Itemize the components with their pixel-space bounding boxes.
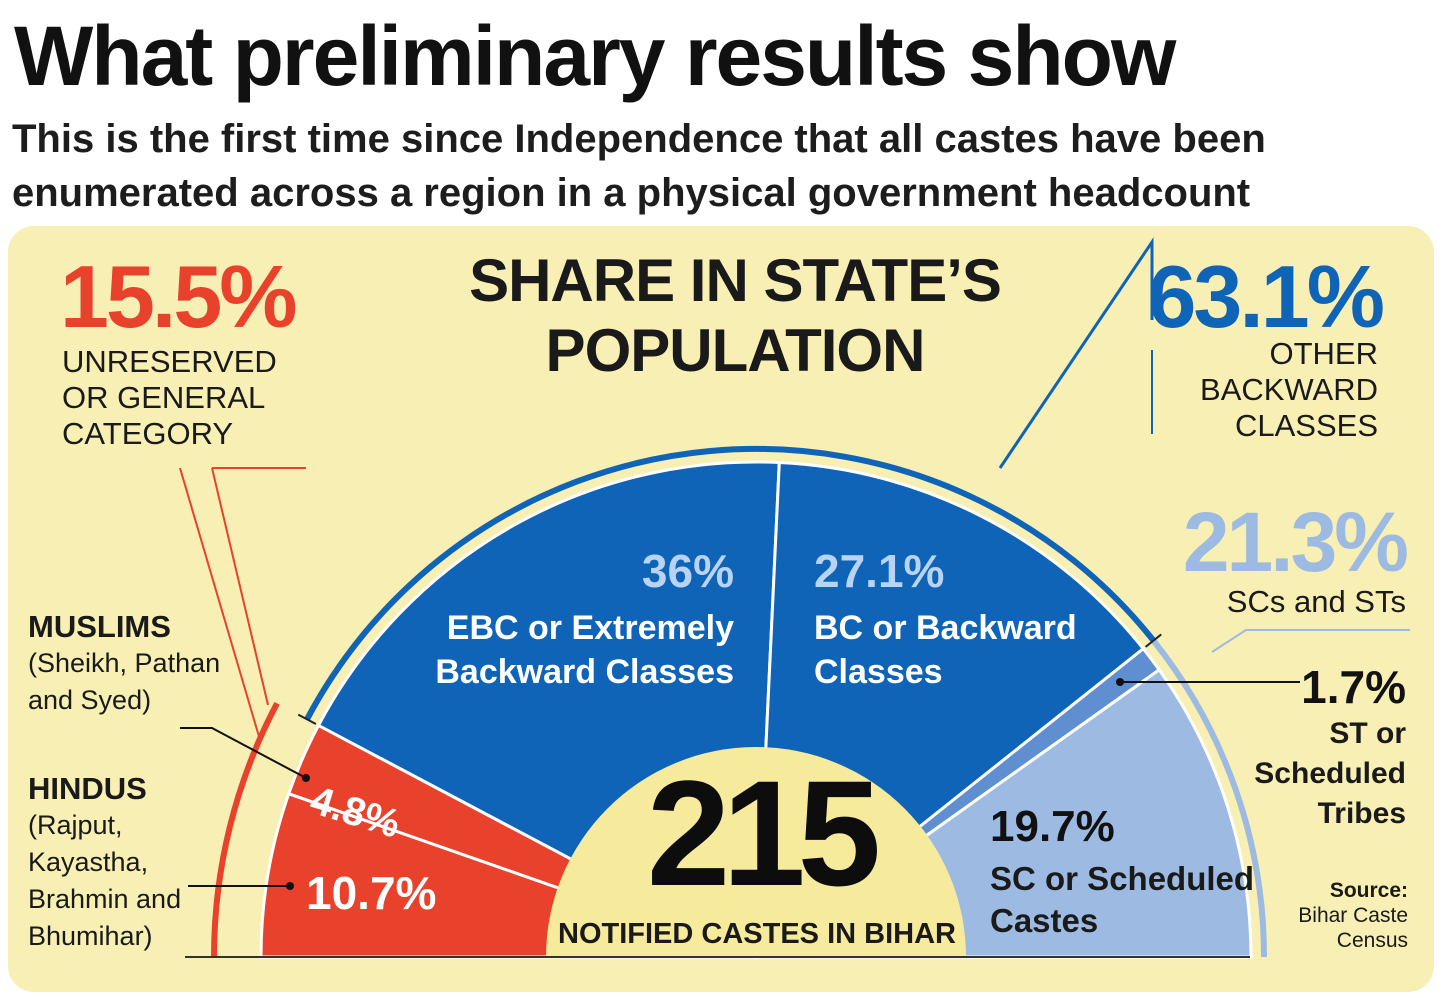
arc-scst	[1151, 638, 1267, 958]
center-disk	[546, 747, 966, 957]
tick-obc-scst	[1145, 633, 1162, 648]
leader-lines-group	[179, 237, 1410, 958]
arc-obc	[304, 445, 1156, 721]
center-caption: NOTIFIED CASTES IN BIHAR	[558, 918, 956, 950]
st-label: ST or Scheduled Tribes	[1254, 717, 1406, 830]
muslims-label: MUSLIMS (Sheikh, Pathan and Syed)	[28, 609, 221, 715]
source-note: Source: Bihar Caste Census	[1298, 879, 1408, 952]
unreserved-percent: 15.5%	[60, 247, 298, 346]
subheadline: This is the first time since Independenc…	[12, 117, 1266, 215]
hindus-label: HINDUS (Rajput, Kayastha, Brahmin and Bh…	[28, 771, 182, 951]
slices-group	[259, 460, 1253, 961]
headline: What preliminary results show	[14, 9, 1176, 103]
leader-muslims	[180, 727, 307, 779]
center-number: 215	[646, 749, 881, 917]
leader-dot-0	[1116, 678, 1124, 686]
unreserved-label: UNRESERVED OR GENERAL CATEGORY	[62, 344, 277, 451]
sc-percent: 19.7%	[990, 802, 1115, 851]
leader-unreserved-1	[179, 467, 261, 741]
bc-percent: 27.1%	[814, 545, 945, 597]
ebc-label: EBC or Extremely Backward Classes	[435, 609, 734, 691]
scst-percent: 21.3%	[1182, 495, 1409, 589]
ebc-percent: 36%	[641, 545, 734, 597]
hindus-percent: 10.7%	[306, 867, 437, 919]
leader-unreserved-3	[211, 467, 269, 706]
obc-label: OTHER BACKWARD CLASSES	[1200, 336, 1378, 443]
st-percent: 1.7%	[1301, 661, 1406, 713]
tick-unreserved-obc	[297, 713, 317, 725]
leader-dot-2	[286, 882, 294, 890]
arc-unreserved	[211, 701, 280, 958]
bc-label: BC or Backward Classes	[814, 609, 1077, 691]
scst-label: SCs and STs	[1226, 584, 1406, 619]
leader-obc-1	[998, 237, 1154, 469]
obc-percent: 63.1%	[1147, 247, 1385, 346]
leader-dot-1	[302, 774, 310, 782]
sc-label: SC or Scheduled Castes	[990, 860, 1255, 939]
leader-scst	[1211, 629, 1410, 653]
chart-title: SHARE IN STATE’S POPULATION	[469, 247, 1002, 384]
